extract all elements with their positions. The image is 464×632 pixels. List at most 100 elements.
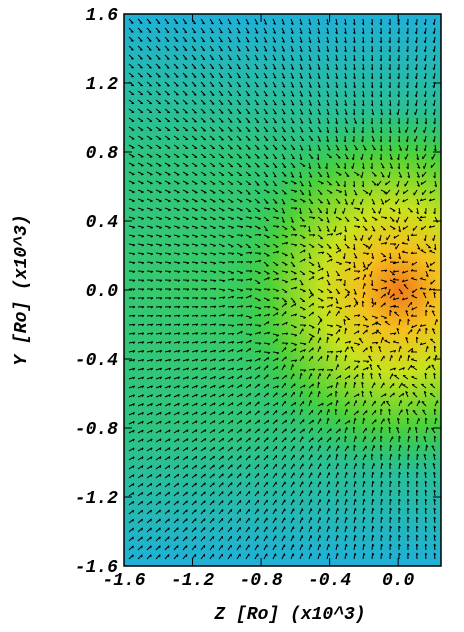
- vector-head: [353, 94, 356, 98]
- vector: [398, 367, 405, 371]
- vector: [227, 278, 234, 281]
- vector-head: [195, 464, 198, 468]
- vector: [308, 99, 313, 106]
- vector-head: [231, 295, 235, 299]
- vector-head: [255, 58, 259, 61]
- vector-head: [361, 139, 364, 143]
- vector: [128, 261, 136, 264]
- vector: [326, 233, 333, 236]
- vector: [371, 489, 374, 497]
- vector: [299, 63, 303, 70]
- vector-head: [141, 509, 144, 513]
- vector: [200, 349, 207, 353]
- vector: [353, 288, 357, 295]
- vector-head: [303, 258, 306, 262]
- vector-head: [222, 313, 226, 317]
- vector: [396, 216, 400, 223]
- vector: [209, 358, 216, 362]
- vector-head: [401, 279, 405, 283]
- vector: [209, 402, 216, 407]
- vector-head: [327, 202, 331, 205]
- vector: [263, 117, 269, 124]
- vector: [299, 180, 304, 187]
- vector: [281, 508, 286, 515]
- vector-head: [177, 367, 181, 371]
- vector: [317, 90, 321, 97]
- vector-head: [345, 507, 348, 511]
- vector-head: [300, 184, 304, 187]
- vector-head: [328, 508, 331, 511]
- vector-head: [392, 304, 396, 307]
- vector: [389, 436, 393, 443]
- vector-head: [177, 323, 181, 327]
- vector-head: [387, 417, 391, 421]
- vector-head: [361, 85, 365, 89]
- vector: [209, 99, 215, 105]
- vector: [335, 499, 339, 506]
- vector-head: [348, 340, 352, 344]
- vector: [425, 427, 428, 434]
- vector: [146, 376, 153, 380]
- vector-head: [177, 341, 181, 344]
- vector: [236, 535, 241, 542]
- vector: [335, 337, 340, 344]
- vector-head: [309, 292, 313, 295]
- vector-head: [401, 260, 405, 263]
- vector-head: [186, 306, 190, 309]
- vector: [263, 374, 269, 380]
- vector-head: [300, 67, 303, 70]
- vector-head: [222, 280, 226, 283]
- vector-head: [132, 394, 135, 398]
- vector: [182, 447, 189, 452]
- vector-head: [393, 392, 395, 396]
- vector-head: [150, 279, 154, 282]
- vector: [146, 99, 153, 105]
- vector-head: [375, 317, 378, 320]
- vector: [218, 526, 223, 533]
- vector-head: [363, 507, 366, 511]
- vector: [371, 331, 378, 335]
- vector-head: [423, 94, 426, 98]
- vector: [420, 383, 427, 389]
- vector: [308, 225, 311, 232]
- vector-head: [211, 76, 215, 79]
- vector: [272, 392, 278, 398]
- vector-head: [423, 238, 426, 242]
- vector: [236, 18, 241, 25]
- vector: [263, 321, 270, 326]
- vector-head: [159, 306, 163, 309]
- vector: [209, 27, 214, 34]
- vector: [272, 535, 277, 542]
- vector: [371, 27, 374, 35]
- vector-head: [222, 296, 226, 300]
- vector: [385, 400, 391, 407]
- vector: [254, 279, 261, 284]
- vector: [371, 18, 374, 26]
- vector: [335, 517, 339, 524]
- vector: [200, 126, 206, 132]
- vector: [182, 509, 188, 515]
- vector-head: [222, 358, 226, 362]
- vector: [128, 332, 136, 335]
- vector: [191, 393, 198, 398]
- vector: [146, 153, 153, 158]
- vector-head: [372, 507, 375, 511]
- vector: [281, 45, 286, 52]
- vector: [389, 216, 395, 222]
- vector: [326, 304, 333, 308]
- vector: [272, 419, 278, 425]
- vector-head: [141, 350, 145, 353]
- vector-head: [202, 40, 205, 43]
- vector: [254, 54, 259, 61]
- vector: [173, 126, 180, 131]
- vector: [218, 491, 224, 497]
- vector: [281, 490, 286, 497]
- vector-head: [238, 112, 242, 114]
- vector-head: [351, 202, 353, 205]
- vector-head: [433, 247, 437, 251]
- vector-head: [132, 359, 136, 362]
- vector-head: [416, 157, 419, 161]
- vector: [416, 198, 420, 205]
- vector: [254, 153, 260, 159]
- vector: [164, 545, 170, 551]
